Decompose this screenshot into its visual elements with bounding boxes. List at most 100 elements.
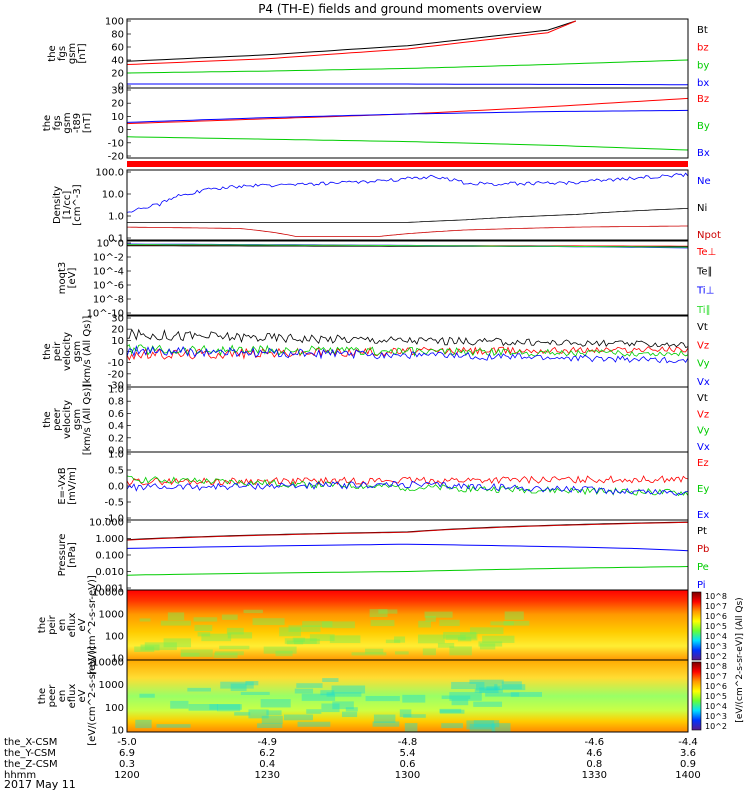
y-tick-label: 1000: [99, 610, 124, 621]
legend-Ni: Ni: [697, 203, 707, 214]
ylabel-line: [nPa]: [67, 542, 78, 568]
heatmap-patch: [469, 679, 504, 684]
heatmap-patch: [394, 636, 406, 643]
y-tick-label: 40: [111, 56, 124, 67]
panel-ylabel: thepeirenefluxeV[eV/(cm^2-s-sr-eV)]: [37, 575, 98, 675]
legend-Ex: Ex: [697, 510, 709, 521]
panel-ylabel: thepeirvelocitygsm[km/s (All Qs)]: [42, 316, 93, 388]
y-tick-label: 10000: [92, 658, 124, 669]
ylabel-line: peer: [52, 407, 63, 431]
legend-bz: bz: [697, 43, 709, 54]
heatmap-patch: [260, 699, 291, 708]
heatmap-patch: [326, 692, 362, 697]
series-line-bz: [126, 20, 576, 65]
colorbar-tick: 10^2: [705, 652, 727, 661]
y-tick-label: 30: [111, 86, 124, 97]
x-tick-value: -5.0: [117, 737, 137, 748]
colorbar-tick: 10^2: [705, 722, 727, 731]
heatmap-patch: [385, 639, 401, 644]
y-tick-label: 1.0: [108, 212, 124, 223]
legend-Vy: Vy: [697, 426, 710, 437]
y-tick-label: 100: [105, 632, 124, 643]
series-line-Vy: [126, 344, 689, 357]
heatmap-patch: [451, 681, 485, 690]
heatmap-patch: [469, 723, 496, 732]
x-tick-value: -4.6: [585, 737, 605, 748]
heatmap-patch: [445, 634, 466, 640]
series-line-Vt: [127, 328, 689, 348]
heatmap-patch: [294, 638, 320, 645]
ylabel-line: moqt3: [57, 262, 68, 295]
panel-5: thepeirvelocitygsm[km/s (All Qs)] 3020100…: [42, 314, 710, 392]
heatmap-patch: [466, 720, 495, 730]
panel-6: thepeervelocitygsm[km/s (All Qs)] 1.00.80…: [42, 384, 710, 457]
separator-band: [127, 161, 688, 167]
ylabel-line: Density: [52, 186, 63, 224]
ylabel-line: [1/cc]: [62, 191, 73, 220]
colorbar: 10^810^710^610^510^410^310^210^810^710^6…: [691, 591, 745, 731]
ylabel-line: E=-VxB: [57, 467, 68, 504]
y-tick-label: 10: [111, 654, 124, 665]
colorbar-label: [eV/(cm^2-s-sr-eV)] (All Qs): [735, 597, 745, 722]
ylabel-line: gsm: [67, 43, 78, 64]
ylabel-line: eflux: [67, 684, 78, 709]
legend-Bt: Bt: [697, 25, 708, 36]
colorbar-tick: 10^4: [705, 632, 727, 641]
heatmap-patch: [402, 694, 426, 703]
legend-Vx: Vx: [697, 377, 710, 388]
panel-8: Pressure[nPa] 10.000 1.000 0.100 0.010 0.001 P…: [57, 518, 709, 595]
panel-ylabel: moqt3[eV]: [57, 262, 78, 295]
legend-Vx: Vx: [697, 442, 710, 453]
heatmap-patch: [230, 683, 247, 691]
panel-ylabel: thefgsgsm[nT]: [47, 43, 88, 64]
heatmap-patch: [460, 632, 478, 641]
y-tick-label: 10^-10: [87, 309, 124, 320]
heatmap-patch: [449, 646, 472, 656]
y-tick-label: -10: [108, 138, 124, 149]
legend-Pi: Pi: [697, 580, 706, 591]
x-row-label: the_Y-CSM: [4, 748, 56, 759]
legend-By: By: [697, 121, 710, 132]
heatmap-patch: [257, 723, 283, 728]
x-tick-value: 5.4: [400, 748, 416, 759]
ylabel-line: fgs: [52, 115, 63, 130]
heatmap-patch: [240, 691, 270, 695]
panels-group: thefgsgsm[nT]100806040200Btbzbybxthefgsg…: [37, 17, 721, 746]
heatmap-patch: [473, 701, 503, 707]
panel-10: thepeerenefluxeV[eV/(cm^2-s-sr-eV)]10000…: [37, 646, 689, 746]
legend-Npot: Npot: [697, 230, 721, 241]
heatmap-patch: [473, 720, 500, 728]
y-tick-label: 10: [111, 112, 124, 123]
heatmap-patch: [491, 723, 511, 732]
legend-by: by: [697, 60, 709, 71]
y-tick-label: 0.1: [108, 234, 124, 245]
heatmap-patch: [279, 627, 301, 637]
ylabel-line: fgs: [57, 46, 68, 61]
ylabel-line: [nT]: [77, 43, 88, 63]
x-tick-value: 1300: [395, 770, 420, 781]
ylabel-line: [eV]: [67, 268, 78, 289]
heatmap-patch: [201, 633, 232, 642]
ylabel-line: [eV/(cm^2-s-sr-eV)]: [87, 575, 98, 675]
series-line-Pe: [126, 566, 689, 576]
panel-3: Density[1/cc][cm^-3] 100.0 10.0 1.0 0.1 Ne Ni N…: [52, 168, 721, 245]
legend-Vy: Vy: [697, 359, 710, 370]
series-line-Ti∥: [127, 244, 689, 248]
y-tick-label: 0.0: [108, 482, 124, 493]
y-tick-label: 10.0: [102, 190, 124, 201]
legend-Ne: Ne: [697, 176, 711, 187]
heatmap-patch: [378, 609, 398, 614]
ylabel-line: the: [42, 115, 53, 131]
heatmap-patch: [510, 692, 542, 697]
colorbar-tick: 10^6: [705, 682, 727, 691]
heatmap-patch: [245, 680, 259, 686]
heatmap-patch: [331, 685, 366, 694]
colorbar-tick: 10^3: [705, 712, 727, 721]
heatmap-patch: [227, 632, 253, 639]
heatmap-patch: [441, 723, 463, 729]
heatmap-patch: [404, 723, 418, 733]
x-tick-value: 1400: [675, 770, 700, 781]
y-tick-label: -20: [108, 369, 124, 380]
series-line-By: [126, 136, 689, 151]
colorbar-tick: 10^5: [705, 692, 727, 701]
